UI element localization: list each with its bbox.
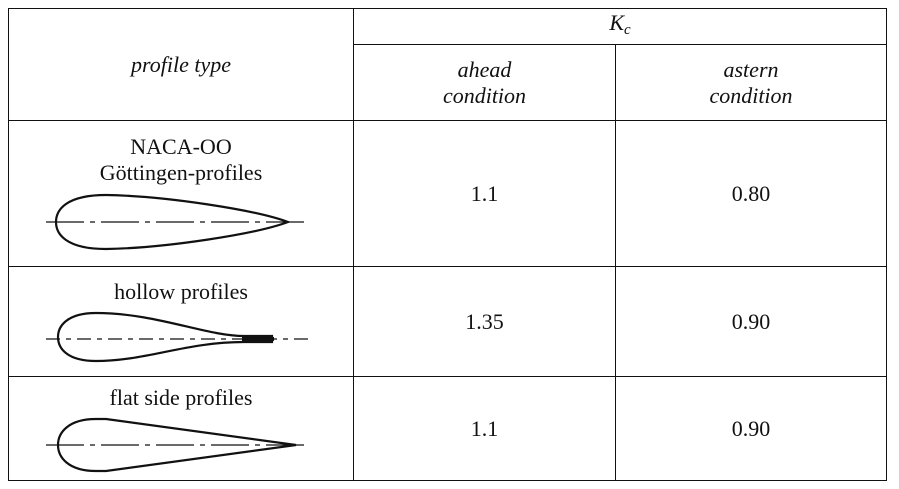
ahead-value: 1.1: [353, 376, 616, 481]
table-row: hollow profiles 1.35 0.90: [8, 266, 887, 377]
profile-name-line-2: Göttingen-profiles: [99, 159, 263, 185]
header-row-1: profile type Kc: [8, 8, 887, 121]
ahead-header: ahead condition: [353, 44, 616, 121]
profile-cell-naca: NACA-OO Göttingen-profiles: [8, 120, 354, 267]
astern-value: 0.80: [615, 120, 887, 267]
profile-name-line-1: hollow profiles: [114, 278, 248, 304]
profile-name-line-1: NACA-OO: [130, 133, 232, 159]
astern-header: astern condition: [615, 44, 887, 121]
kc-header: Kc: [353, 8, 887, 45]
profile-type-label: profile type: [131, 51, 231, 77]
table-row: flat side profiles 1.1 0.90: [8, 376, 887, 481]
flat-side-profile-icon: [46, 417, 308, 472]
table-row: NACA-OO Göttingen-profiles 1.1 0.80: [8, 120, 887, 267]
naca-profile-icon: [46, 193, 308, 250]
profile-cell-hollow: hollow profiles: [8, 266, 354, 377]
ahead-value: 1.35: [353, 266, 616, 377]
astern-label-line-1: astern: [723, 56, 779, 82]
astern-value: 0.90: [615, 376, 887, 481]
kc-table: profile type Kc ahead condition astern c…: [8, 8, 887, 481]
hollow-profile-icon: [46, 311, 308, 362]
astern-value: 0.90: [615, 266, 887, 377]
ahead-label-line-1: ahead: [457, 56, 512, 82]
profile-type-header: profile type: [8, 8, 354, 121]
ahead-label-line-2: condition: [442, 82, 527, 108]
profile-name-line-1: flat side profiles: [109, 384, 253, 410]
ahead-value: 1.1: [353, 120, 616, 267]
astern-label-line-2: condition: [709, 82, 793, 108]
kc-label: Kc: [609, 10, 631, 38]
profile-cell-flat-side: flat side profiles: [8, 376, 354, 481]
